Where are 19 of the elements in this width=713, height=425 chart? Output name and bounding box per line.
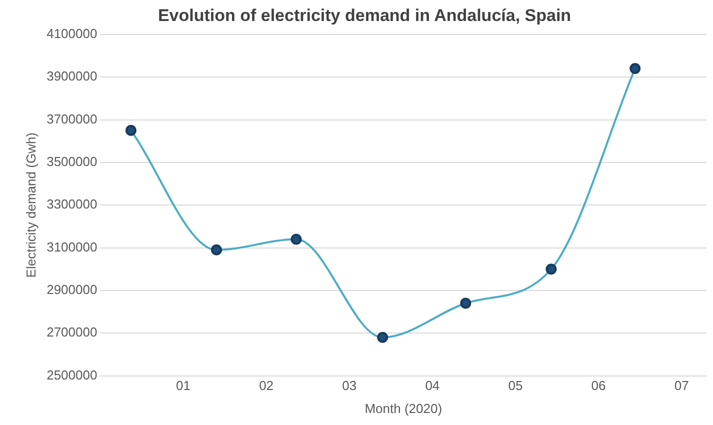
x-axis-title: Month (2020) — [364, 400, 442, 416]
y-tick-label: 3300000 — [46, 196, 98, 212]
x-tick-label: 05 — [508, 378, 523, 394]
x-tick-label: 02 — [259, 378, 274, 394]
x-tick-label: 06 — [591, 378, 606, 394]
chart-title: Evolution of electricity demand in Andalucía, Spain — [158, 6, 572, 25]
y-tick-label: 2500000 — [46, 367, 98, 382]
x-tick-label: 04 — [425, 378, 440, 394]
y-tick-label: 3700000 — [46, 111, 98, 126]
y-axis-title: Electricity demand (Gwh) — [23, 132, 38, 278]
x-tick-label: 01 — [176, 378, 190, 394]
y-tick-label: 4100000 — [46, 26, 98, 41]
y-tick-label: 3500000 — [46, 154, 98, 170]
y-tick-label: 2700000 — [46, 324, 98, 340]
y-tick-label: 2900000 — [46, 282, 98, 298]
y-tick-label: 3900000 — [46, 68, 98, 84]
y-tick-label: 3100000 — [46, 239, 98, 254]
x-tick-label: 07 — [674, 378, 689, 394]
x-tick-label: 03 — [342, 378, 357, 394]
